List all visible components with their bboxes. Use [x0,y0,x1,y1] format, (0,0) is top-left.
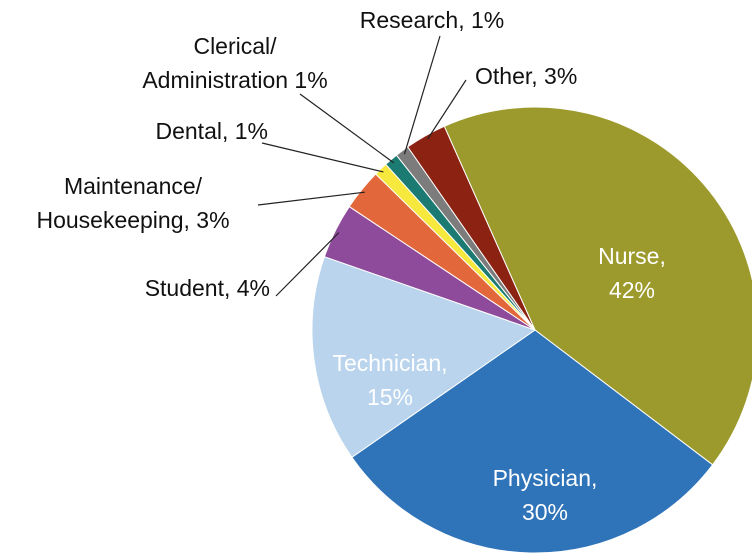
slice-label: Physician, 30% [493,465,598,525]
label-line: Maintenance/ [64,173,203,199]
label-line: Dental, 1% [155,118,268,144]
slice-label: Student, 4% [145,275,270,301]
label-line: Administration 1% [142,67,327,93]
label-line: Student, 4% [145,275,270,301]
pie-slice [311,256,537,458]
leader-line [299,93,395,164]
label-line: Technician, [332,350,447,376]
pie-slice [351,329,714,554]
leader-line [261,142,384,173]
label-line: 42% [609,277,655,303]
label-line: Physician, [493,465,598,491]
slice-label: Clerical/Administration 1% [142,33,327,93]
label-line: Nurse, [598,243,666,269]
slice-label: Maintenance/Housekeeping, 3% [36,173,229,233]
slice-label: Other, 3% [475,63,577,89]
label-line: Other, 3% [475,63,577,89]
label-line: Clerical/ [193,33,277,59]
label-line: 30% [522,499,568,525]
label-line: Research, 1% [360,7,504,33]
pie-slice [407,125,536,331]
slice-label: Technician, 15% [332,350,447,410]
leader-line [275,232,340,297]
leader-line [257,191,365,206]
leader-line [403,35,441,155]
slice-label: Nurse, 42% [598,243,666,303]
label-line: 15% [367,384,413,410]
label-line: Housekeeping, 3% [36,207,229,233]
slice-label: Research, 1% [360,7,504,33]
leader-line [426,79,467,140]
pie-slice [443,106,752,466]
slice-label: Dental, 1% [155,118,268,144]
